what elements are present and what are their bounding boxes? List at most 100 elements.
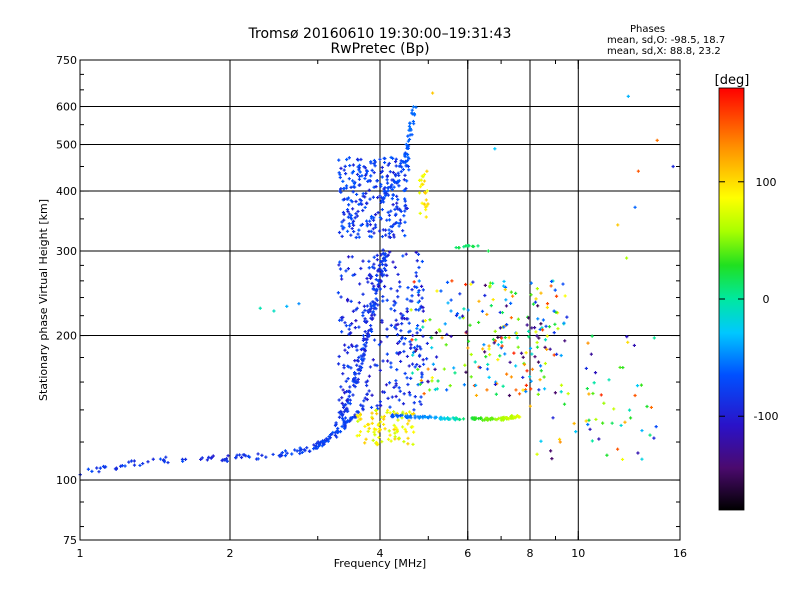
data-point	[367, 179, 371, 183]
data-point	[386, 408, 390, 412]
data-point	[525, 369, 529, 373]
data-point	[469, 375, 473, 379]
data-point	[355, 413, 359, 417]
data-point	[337, 158, 341, 162]
data-point	[407, 364, 411, 368]
data-point	[612, 407, 616, 411]
data-point	[138, 463, 142, 468]
data-point	[425, 341, 429, 346]
data-point	[375, 412, 379, 416]
data-point	[406, 436, 410, 440]
data-point	[357, 325, 361, 329]
data-point	[407, 410, 412, 414]
data-point	[364, 437, 368, 441]
data-point	[358, 170, 362, 174]
data-point	[486, 249, 490, 253]
data-point	[346, 255, 351, 259]
data-point	[403, 234, 407, 238]
data-point	[541, 318, 546, 322]
data-point	[380, 318, 384, 323]
data-point	[408, 340, 412, 344]
data-point	[464, 370, 468, 374]
data-point	[373, 305, 377, 310]
x-tick-label: 8	[527, 547, 534, 560]
data-point	[500, 310, 505, 315]
data-point	[412, 401, 416, 405]
data-point	[376, 303, 380, 307]
data-point	[305, 446, 309, 450]
data-point	[545, 301, 550, 306]
data-point	[412, 280, 416, 284]
data-point	[552, 353, 556, 357]
data-point	[343, 426, 347, 431]
data-point	[333, 423, 338, 428]
data-point	[256, 452, 260, 456]
data-point	[341, 372, 345, 376]
data-point	[283, 454, 288, 458]
data-point	[404, 412, 408, 416]
data-point	[400, 322, 404, 326]
data-point	[445, 280, 450, 284]
data-point	[403, 220, 407, 224]
data-point	[393, 159, 398, 164]
data-point	[462, 383, 467, 387]
data-point	[389, 209, 393, 213]
data-point	[481, 347, 485, 351]
data-point	[364, 191, 368, 195]
data-point	[410, 288, 414, 292]
data-point	[627, 408, 632, 412]
data-point	[401, 167, 405, 172]
data-point	[431, 362, 435, 366]
data-point	[340, 224, 344, 228]
data-point	[469, 352, 473, 357]
data-point	[393, 308, 397, 313]
data-point	[339, 166, 343, 170]
data-point	[445, 332, 449, 337]
data-point	[460, 314, 465, 318]
data-point	[384, 268, 388, 272]
data-point	[411, 105, 416, 109]
y-tick-label: 75	[63, 534, 77, 547]
data-point	[395, 201, 399, 205]
data-point	[361, 354, 365, 358]
data-point	[367, 188, 371, 192]
data-point	[365, 169, 370, 173]
data-point	[343, 164, 347, 168]
data-point	[372, 255, 376, 259]
data-point	[535, 334, 539, 338]
data-point	[521, 375, 525, 380]
y-tick-label: 400	[56, 185, 77, 198]
data-point	[359, 366, 364, 370]
data-point	[374, 185, 378, 189]
data-point	[433, 387, 437, 392]
data-point	[353, 185, 357, 189]
data-point	[455, 312, 460, 316]
data-point	[359, 202, 363, 206]
data-point	[258, 306, 262, 310]
data-point	[548, 347, 552, 351]
data-point	[633, 393, 637, 398]
data-point	[382, 417, 386, 421]
data-point	[220, 458, 224, 463]
data-point	[417, 279, 421, 283]
data-point	[360, 357, 364, 361]
data-point	[345, 351, 350, 355]
data-point	[386, 253, 390, 257]
data-point	[527, 335, 531, 339]
data-point	[389, 361, 393, 365]
data-point	[401, 229, 405, 233]
data-point	[439, 289, 443, 293]
data-point	[406, 286, 410, 290]
data-point	[388, 170, 392, 174]
data-point	[378, 287, 383, 291]
data-point	[359, 223, 363, 228]
data-point	[482, 343, 486, 347]
data-point	[382, 196, 386, 200]
data-point	[394, 379, 398, 383]
data-point	[370, 281, 374, 286]
data-point	[86, 467, 90, 471]
data-point	[356, 377, 360, 381]
data-point	[389, 439, 393, 443]
data-point	[355, 363, 359, 367]
data-point	[425, 189, 429, 193]
